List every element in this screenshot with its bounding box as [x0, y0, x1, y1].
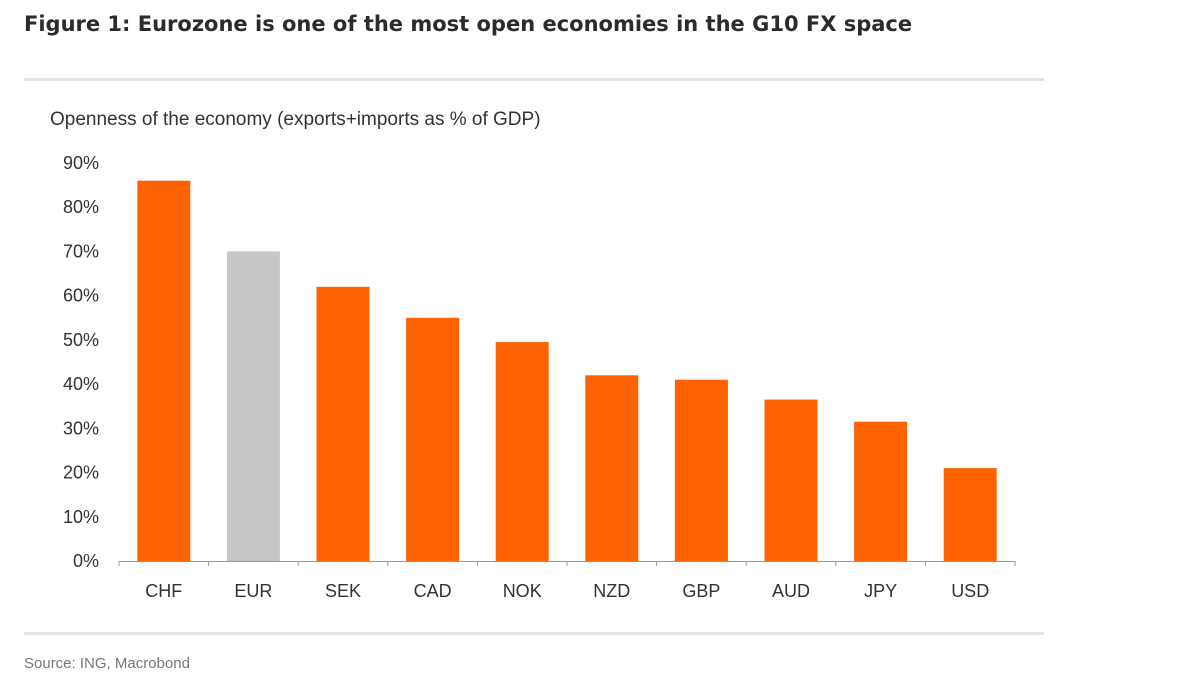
bar-cad [406, 317, 460, 561]
bar-nok [495, 342, 549, 561]
bar-chf [137, 180, 191, 561]
y-tick-label: 0% [73, 551, 99, 571]
y-tick-label: 30% [63, 418, 99, 438]
y-tick-label: 70% [63, 241, 99, 261]
x-tick-label: JPY [864, 581, 897, 601]
chart-title: Openness of the economy (exports+imports… [50, 109, 541, 130]
source-note: Source: ING, Macrobond [24, 655, 190, 672]
x-tick-label: NZD [593, 581, 630, 601]
y-tick-label: 80% [63, 197, 99, 217]
bar-nzd [585, 375, 639, 561]
x-tick-label: AUD [772, 581, 810, 601]
x-axis: CHF EUR SEK CAD NOK NZD GBP AUD JPY USD [118, 561, 1016, 601]
figure-title: Figure 1: Eurozone is one of the most op… [24, 12, 913, 36]
bar-usd [943, 468, 997, 561]
y-tick-label: 40% [63, 374, 99, 394]
x-tick-label: SEK [325, 581, 361, 601]
bars [137, 180, 997, 561]
bar-aud [764, 399, 818, 561]
bottom-divider [24, 632, 1044, 635]
y-tick-label: 10% [63, 507, 99, 527]
x-tick-label: CAD [414, 581, 452, 601]
x-tick-label: CHF [145, 581, 182, 601]
y-tick-label: 50% [63, 330, 99, 350]
x-tick-label: EUR [234, 581, 272, 601]
bar-jpy [854, 421, 908, 561]
x-tick-label: NOK [503, 581, 542, 601]
y-tick-label: 60% [63, 286, 99, 306]
x-tick-label: USD [951, 581, 989, 601]
bar-eur [226, 251, 280, 561]
y-tick-label: 20% [63, 463, 99, 483]
y-tick-label: 90% [63, 153, 99, 173]
x-tick-label: GBP [682, 581, 720, 601]
y-axis: 0% 10% 20% 30% 40% 50% 60% 70% 80% 90% [63, 153, 99, 571]
bar-gbp [674, 379, 728, 561]
top-divider [24, 78, 1044, 81]
bar-sek [316, 286, 370, 561]
